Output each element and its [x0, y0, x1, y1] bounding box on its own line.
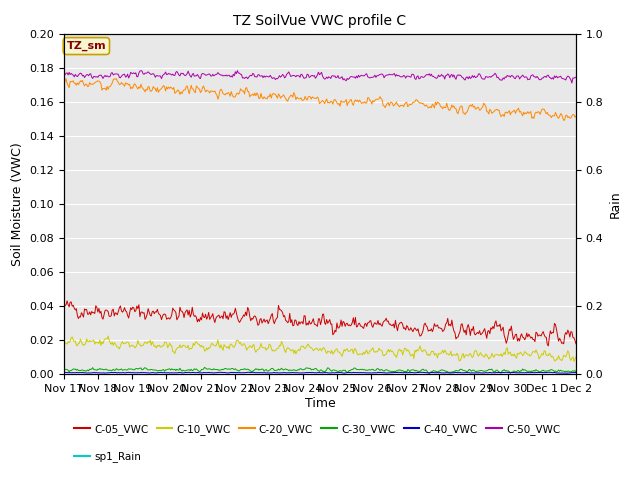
X-axis label: Time: Time — [305, 397, 335, 410]
Legend: sp1_Rain: sp1_Rain — [74, 451, 141, 462]
Y-axis label: Soil Moisture (VWC): Soil Moisture (VWC) — [11, 142, 24, 266]
Text: TZ_sm: TZ_sm — [67, 41, 106, 51]
Y-axis label: Rain: Rain — [609, 190, 622, 218]
Title: TZ SoilVue VWC profile C: TZ SoilVue VWC profile C — [234, 14, 406, 28]
